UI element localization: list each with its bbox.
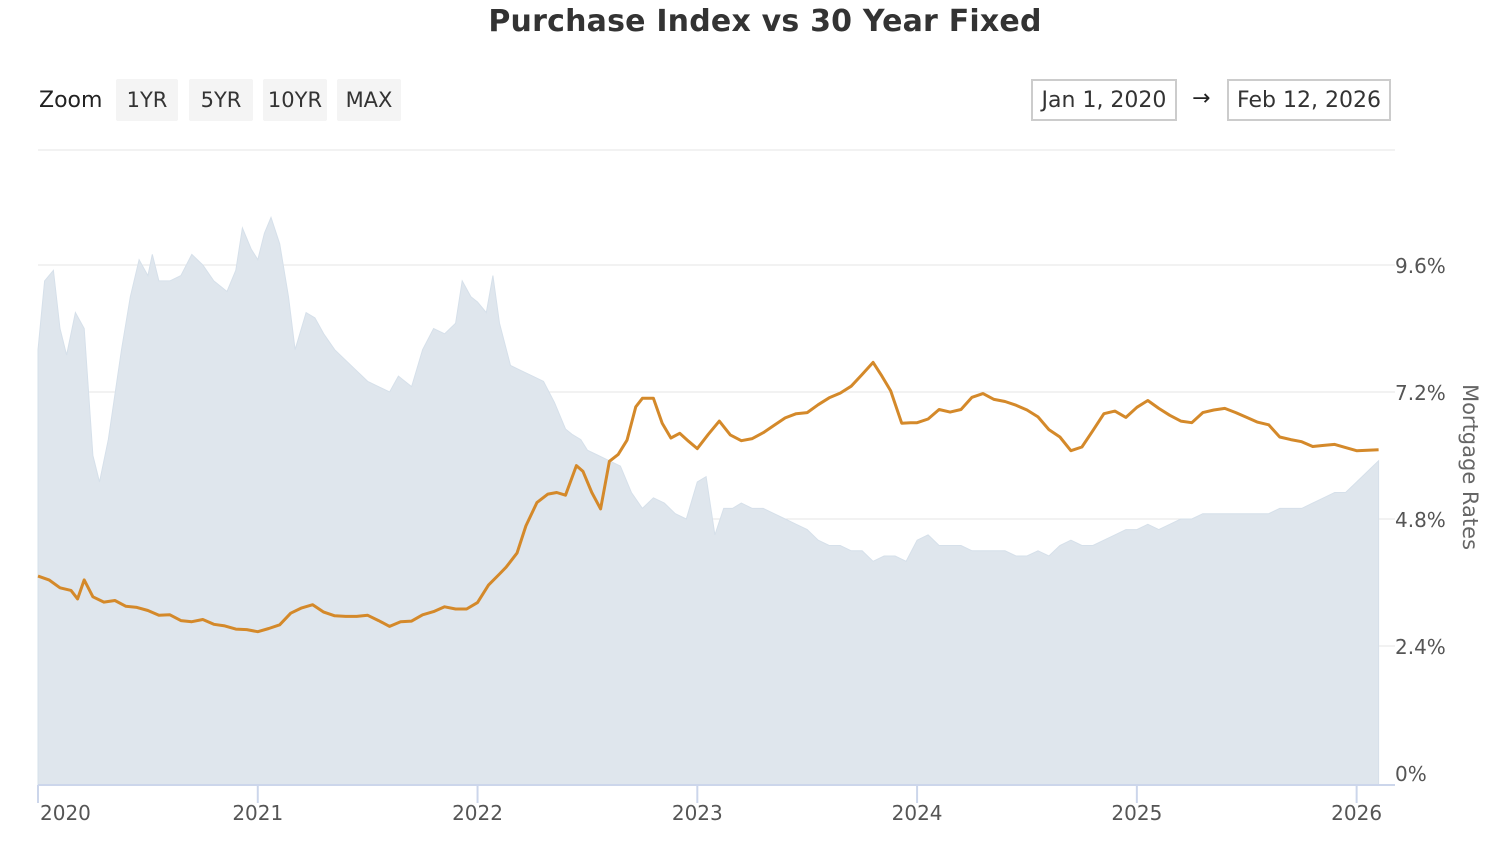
y-axis-title: Mortgage Rates xyxy=(1458,384,1482,550)
range-from-input[interactable]: Jan 1, 2020 xyxy=(1031,79,1177,121)
x-tick-label: 2020 xyxy=(40,801,91,825)
x-tick-label: 2026 xyxy=(1331,801,1382,825)
zoom-label: Zoom xyxy=(39,88,103,113)
zoom-1yr-button[interactable]: 1YR xyxy=(116,79,178,121)
rate-series-line xyxy=(37,360,1379,634)
x-tick-label: 2024 xyxy=(892,801,943,825)
x-tick-label: 2025 xyxy=(1111,801,1162,825)
zoom-max-button[interactable]: MAX xyxy=(337,79,401,121)
zoom-5yr-button[interactable]: 5YR xyxy=(189,79,253,121)
y-tick-label: 7.2% xyxy=(1395,381,1446,405)
x-tick-label: 2023 xyxy=(672,801,723,825)
x-tick-label: 2022 xyxy=(452,801,503,825)
y-tick-label: 0% xyxy=(1395,762,1427,786)
y-tick-label: 9.6% xyxy=(1395,254,1446,278)
range-arrow: → xyxy=(1192,86,1211,111)
range-to-input[interactable]: Feb 12, 2026 xyxy=(1227,79,1391,121)
chart-title: Purchase Index vs 30 Year Fixed xyxy=(488,4,1042,39)
y-tick-label: 4.8% xyxy=(1395,508,1446,532)
zoom-10yr-button[interactable]: 10YR xyxy=(263,79,327,121)
purchase-index-area xyxy=(37,215,1380,786)
y-tick-label: 2.4% xyxy=(1395,635,1446,659)
x-tick-label: 2021 xyxy=(232,801,283,825)
